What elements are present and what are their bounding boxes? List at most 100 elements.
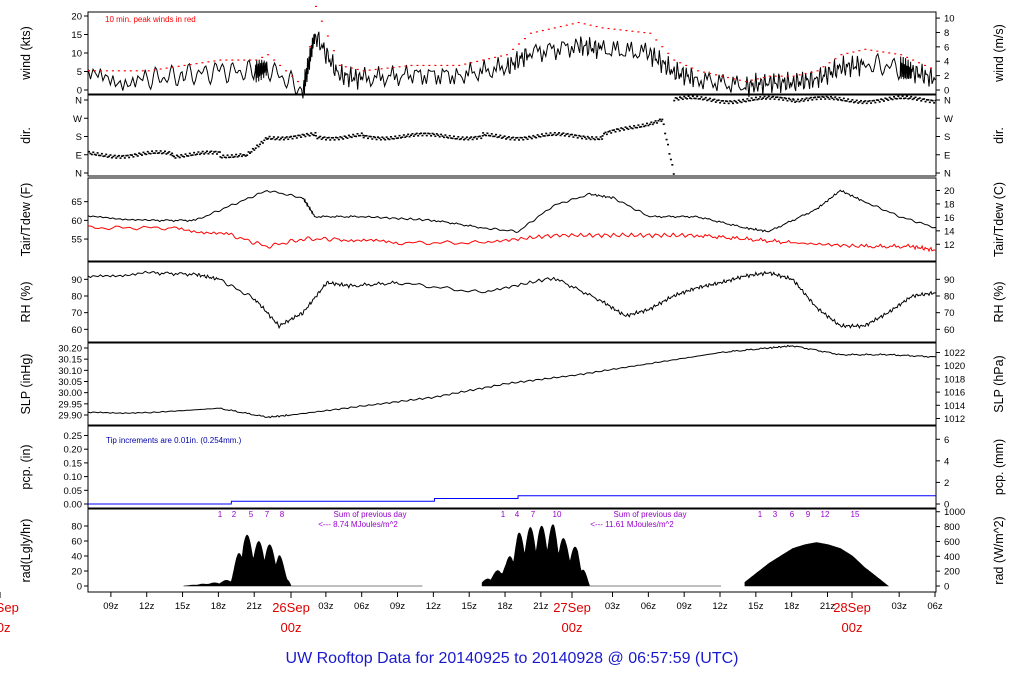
dir-point xyxy=(760,98,763,101)
dir-point xyxy=(615,128,618,130)
dir-point xyxy=(365,134,368,137)
dir-point xyxy=(208,151,211,153)
dir-point xyxy=(143,152,146,155)
wind-peak-mark xyxy=(930,67,933,69)
dir-point xyxy=(891,98,894,101)
dir-point xyxy=(490,133,493,135)
dir-point xyxy=(907,98,910,100)
dir-point xyxy=(749,99,752,102)
dir-point xyxy=(533,136,536,138)
x-hour-label: 09z xyxy=(677,601,693,612)
wind-peak-mark xyxy=(308,46,311,48)
wind-left-tick-label: 15 xyxy=(71,30,82,41)
wind-peak-mark xyxy=(726,76,729,79)
dir-point xyxy=(562,132,565,134)
dir-point xyxy=(320,138,323,141)
wind-peak-mark xyxy=(147,70,150,72)
dir-point xyxy=(510,137,513,139)
dir-point xyxy=(818,96,821,98)
x-day-label-hour: 00z xyxy=(562,620,583,635)
dir-point xyxy=(246,154,249,156)
dir-point xyxy=(787,97,790,100)
slp-left-tick-label: 30.20 xyxy=(58,344,82,355)
dir-right-tick-label: E xyxy=(944,150,950,161)
dir-point xyxy=(930,99,933,102)
radiation-hour-mark: 1 xyxy=(758,510,763,519)
wind-peak-mark xyxy=(213,60,216,62)
wind-left-tick-label: 20 xyxy=(71,12,82,23)
rad-right-tick-label: 200 xyxy=(944,567,960,578)
dir-point xyxy=(519,136,522,139)
dir-point xyxy=(542,135,545,137)
dir-point xyxy=(362,134,365,137)
dir-point xyxy=(824,98,827,100)
radiation-hour-mark: 9 xyxy=(806,510,811,519)
dir-point xyxy=(662,123,665,126)
wind-peak-mark xyxy=(906,56,909,58)
temp-right-tick-label: 20 xyxy=(944,186,955,197)
dir-point xyxy=(405,135,408,137)
dir-point xyxy=(444,134,447,136)
dir-point xyxy=(747,99,750,102)
dir-point xyxy=(206,150,209,153)
dir-point xyxy=(89,152,92,155)
dir-point xyxy=(860,99,863,102)
wind-peak-mark xyxy=(583,23,586,25)
dir-point xyxy=(210,150,213,153)
dir-point xyxy=(503,135,506,137)
dir-point xyxy=(198,153,201,156)
wind-peak-mark xyxy=(177,65,180,67)
dir-point xyxy=(314,131,317,134)
dir-point xyxy=(610,132,613,134)
dir-point xyxy=(814,96,817,99)
dir-point xyxy=(457,136,460,138)
wind-peak-mark xyxy=(440,64,443,67)
dir-point xyxy=(136,155,139,157)
pcp-left-tick-label: 0.25 xyxy=(64,431,83,442)
dir-point xyxy=(535,136,538,139)
dir-point xyxy=(792,99,795,101)
dir-point xyxy=(819,98,822,100)
radiation-hour-mark: 1 xyxy=(218,510,223,519)
dir-point xyxy=(829,95,832,98)
wind-peak-mark xyxy=(750,79,753,81)
dir-point xyxy=(313,134,316,137)
pcp-left-tick-label: 0.15 xyxy=(64,458,83,469)
dir-point xyxy=(717,99,720,101)
x-hour-label: 18z xyxy=(497,601,513,612)
dir-point xyxy=(549,132,552,134)
dir-point xyxy=(251,147,254,150)
dir-point xyxy=(757,98,760,100)
dir-point xyxy=(924,100,927,103)
wind-peak-mark xyxy=(314,5,317,8)
dir-point xyxy=(707,98,710,101)
dir-point xyxy=(546,134,549,137)
dir-point xyxy=(776,96,779,98)
dir-point xyxy=(367,137,370,140)
dir-point xyxy=(864,100,867,102)
wind-peak-mark xyxy=(834,58,837,60)
temp-left-tick-label: 55 xyxy=(71,235,82,246)
dir-point xyxy=(680,97,683,99)
dir-point xyxy=(474,135,477,138)
dir-point xyxy=(677,99,680,101)
rad-left-tick-label: 0 xyxy=(77,582,82,593)
dir-point xyxy=(917,97,920,100)
dir-point xyxy=(581,137,584,140)
x-hour-label: 06z xyxy=(354,601,370,612)
dir-point xyxy=(120,155,123,157)
wind-peak-mark xyxy=(105,70,108,72)
dir-point xyxy=(378,137,381,139)
dir-right-tick-label: N xyxy=(944,169,951,180)
dir-point xyxy=(586,135,589,138)
rh-panel-frame xyxy=(87,261,937,343)
dir-point xyxy=(316,137,319,140)
dir-point xyxy=(798,100,801,103)
dir-point xyxy=(691,95,694,97)
radiation-area xyxy=(744,542,890,587)
dir-point xyxy=(240,155,243,158)
dir-point xyxy=(588,137,591,139)
dir-point xyxy=(783,97,786,99)
tair-line xyxy=(87,189,937,234)
